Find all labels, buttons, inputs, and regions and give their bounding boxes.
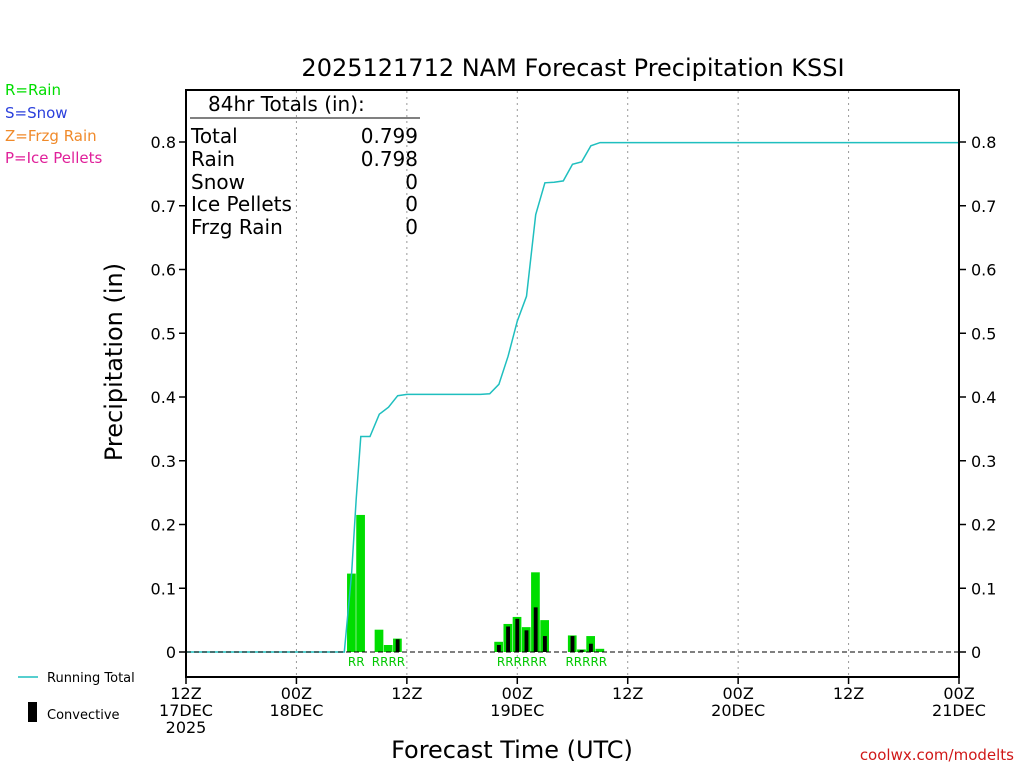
totals-snow-value: 0 xyxy=(405,170,418,194)
y-tick-label-right: 0.6 xyxy=(971,261,996,280)
y-tick-label-right: 0.7 xyxy=(971,197,996,216)
bar-convective-43h xyxy=(579,650,584,652)
bar-convective-37h xyxy=(524,630,529,652)
bar-convective-39h xyxy=(542,636,547,652)
ptype-label: RRRRR xyxy=(565,655,607,669)
bar-rain-22h xyxy=(383,644,393,652)
x-tick-label: 00Z xyxy=(281,684,312,703)
y-tick-label-left: 0.1 xyxy=(151,579,176,598)
x-tick-label: 17DEC xyxy=(159,701,213,720)
totals-box: 84hr Totals (in): Total 0.799 Rain 0.798… xyxy=(190,92,420,239)
bar-rain-19h xyxy=(356,514,365,652)
y-tick-label-left: 0.6 xyxy=(151,261,176,280)
x-tick-label: 19DEC xyxy=(490,701,544,720)
credit-text: coolwx.com/modelts xyxy=(860,746,1014,764)
bar-convective-23h xyxy=(395,639,400,652)
x-tick-label: 00Z xyxy=(502,684,533,703)
x-axis-label: Forecast Time (UTC) xyxy=(391,736,633,764)
x-tick-label: 12Z xyxy=(391,684,422,703)
bar-convective-38h xyxy=(533,607,538,652)
chart-title: 2025121712 NAM Forecast Precipitation KS… xyxy=(301,54,844,82)
bar-convective-36h xyxy=(515,618,520,652)
ptype-layer: RR RRRR RRRRRR RRRRR xyxy=(348,655,607,669)
bar-convective-44h xyxy=(588,643,593,652)
y-tick-label-left: 0 xyxy=(166,643,176,662)
bar-rain-45h xyxy=(595,648,605,652)
y-tick-label-right: 0.4 xyxy=(971,388,996,407)
legend-ice-pellets: P=Ice Pellets xyxy=(5,149,102,167)
y-tick-label-right: 0.5 xyxy=(971,324,996,343)
y-tick-label-right: 0 xyxy=(971,643,981,662)
y-tick-label-left: 0.8 xyxy=(151,133,176,152)
y-tick-label-left: 0.7 xyxy=(151,197,176,216)
y-tick-label-right: 0.3 xyxy=(971,452,996,471)
y-tick-label-right: 0.8 xyxy=(971,133,996,152)
totals-rain-value: 0.798 xyxy=(361,147,418,171)
plot-frame xyxy=(185,89,960,678)
x-tick-label: 00Z xyxy=(722,684,753,703)
grid-layer xyxy=(295,91,850,676)
legend-snow: S=Snow xyxy=(5,104,68,122)
ptype-label: RRRR xyxy=(372,655,405,669)
totals-snow-label: Snow xyxy=(191,170,245,194)
x-tick-label: 12Z xyxy=(612,684,643,703)
bar-convective-35h xyxy=(506,626,511,652)
x-tick-label: 21DEC xyxy=(932,701,986,720)
bar-convective-34h xyxy=(496,644,501,652)
x-tick-label: 2025 xyxy=(166,718,207,737)
totals-frzg-rain-value: 0 xyxy=(405,215,418,239)
x-tick-label: 12Z xyxy=(170,684,201,703)
bar-rain-21h xyxy=(374,629,384,652)
totals-ice-pellets-label: Ice Pellets xyxy=(191,192,292,216)
totals-total-label: Total xyxy=(190,124,238,148)
y-tick-label-left: 0.3 xyxy=(151,452,176,471)
legend-frzg-rain: Z=Frzg Rain xyxy=(5,127,97,145)
axis-layer: 0 00.1 0.10.2 0.20.3 0.30.4 0.40.5 0.50.6 0.60.… xyxy=(151,133,997,737)
bar-rain-18h xyxy=(347,573,356,652)
y-tick-label-left: 0.2 xyxy=(151,516,176,535)
totals-total-value: 0.799 xyxy=(361,124,418,148)
legend-running-total: Running Total xyxy=(47,671,135,686)
totals-rain-label: Rain xyxy=(191,147,235,171)
legend-rain: R=Rain xyxy=(5,81,61,99)
legend-convective-swatch xyxy=(28,702,37,722)
running-total-line xyxy=(186,141,959,653)
x-tick-label: 20DEC xyxy=(711,701,765,720)
ptype-label: RRRRRR xyxy=(497,655,547,669)
y-tick-label-right: 0.2 xyxy=(971,516,996,535)
totals-frzg-rain-label: Frzg Rain xyxy=(191,215,283,239)
x-tick-label: 00Z xyxy=(943,684,974,703)
y-tick-label-right: 0.1 xyxy=(971,579,996,598)
legend-convective: Convective xyxy=(47,708,120,723)
bar-convective-42h xyxy=(570,636,575,652)
x-tick-label: 12Z xyxy=(833,684,864,703)
totals-header: 84hr Totals (in): xyxy=(208,92,365,116)
line-layer xyxy=(186,141,959,653)
y-tick-label-left: 0.5 xyxy=(151,324,176,343)
totals-ice-pellets-value: 0 xyxy=(405,192,418,216)
bar-layer xyxy=(347,514,605,652)
y-tick-label-left: 0.4 xyxy=(151,388,176,407)
y-axis-label: Precipitation (in) xyxy=(100,263,128,461)
ptype-label: RR xyxy=(348,655,365,669)
x-tick-label: 18DEC xyxy=(269,701,323,720)
